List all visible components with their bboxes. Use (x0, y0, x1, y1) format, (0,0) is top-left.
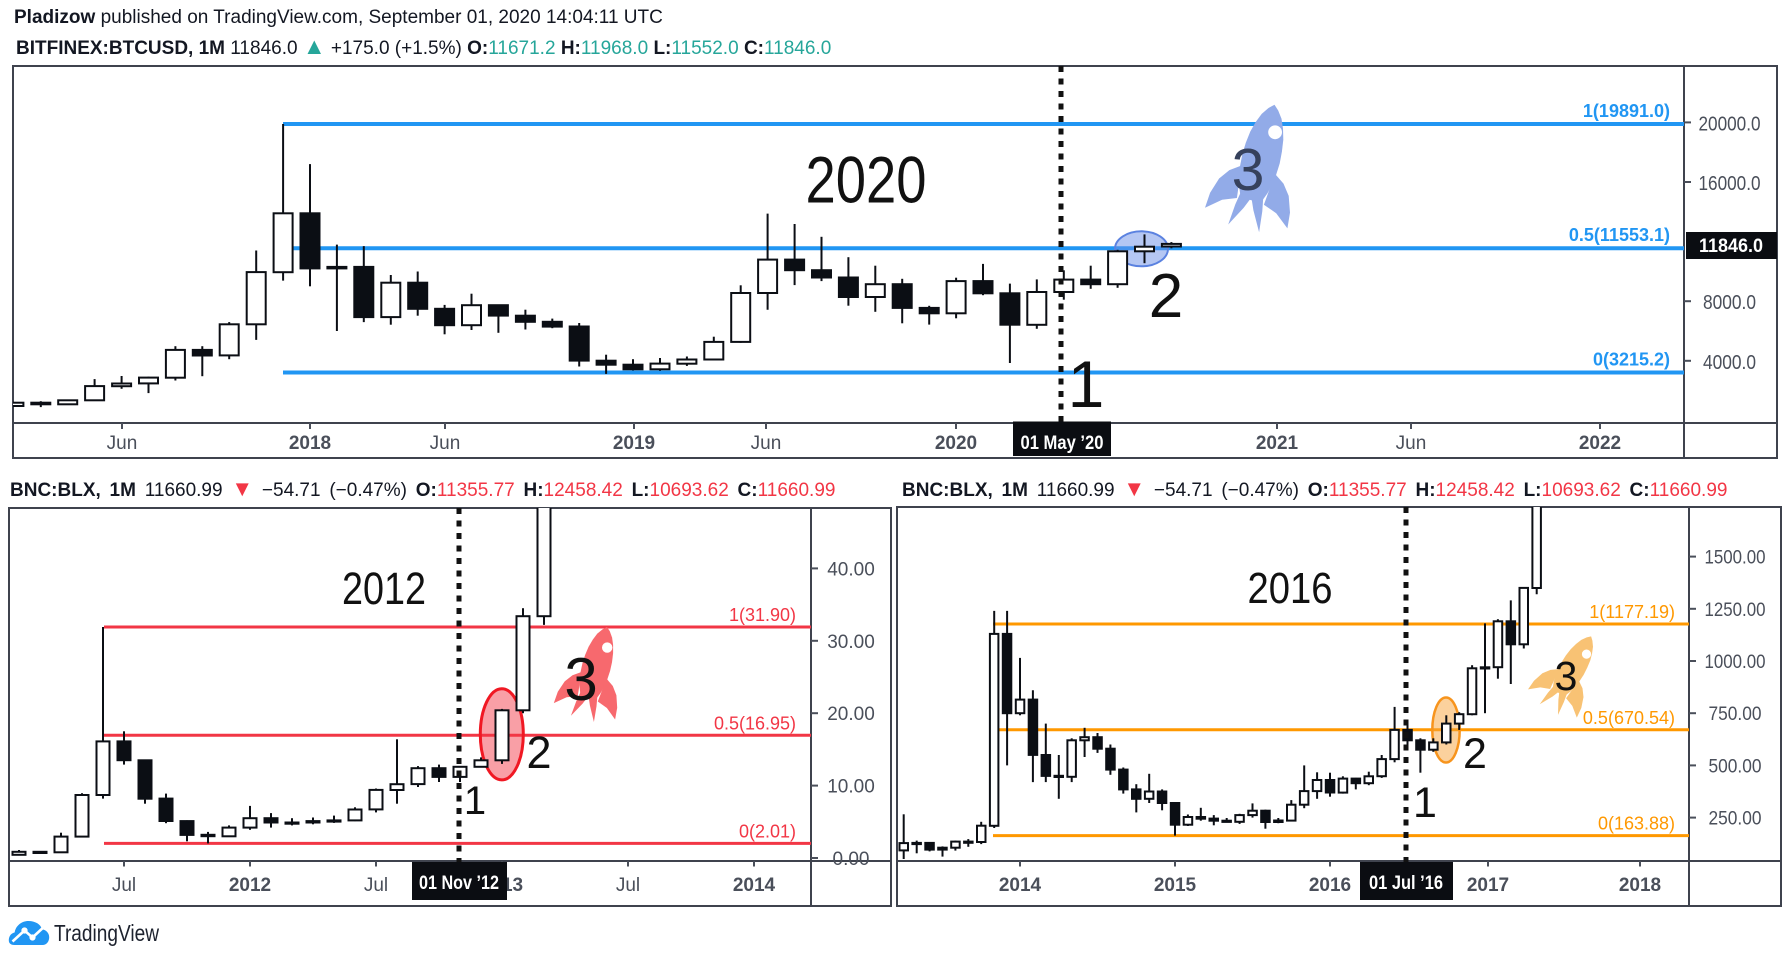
svg-text:40.00: 40.00 (827, 559, 875, 580)
svg-text:20.00: 20.00 (827, 704, 875, 725)
svg-text:3: 3 (1555, 653, 1578, 699)
svg-text:750.00: 750.00 (1709, 704, 1762, 725)
svg-text:1: 1 (1068, 347, 1105, 421)
svg-text:250.00: 250.00 (1709, 809, 1762, 830)
svg-text:2017: 2017 (1467, 875, 1509, 896)
svg-text:2012: 2012 (229, 875, 271, 896)
svg-text:4000.0: 4000.0 (1703, 352, 1756, 374)
svg-text:Jul: Jul (112, 875, 136, 896)
svg-text:2016: 2016 (1248, 564, 1333, 613)
svg-text:11846.0: 11846.0 (1699, 236, 1763, 257)
svg-text:2: 2 (1463, 730, 1487, 778)
svg-text:01 Nov ’12: 01 Nov ’12 (419, 873, 499, 894)
svg-text:0.00: 0.00 (833, 849, 870, 870)
svg-text:Jul: Jul (616, 875, 640, 896)
svg-text:2012: 2012 (342, 563, 426, 614)
svg-text:3: 3 (564, 646, 597, 713)
svg-text:2014: 2014 (733, 875, 776, 896)
svg-text:500.00: 500.00 (1709, 756, 1762, 777)
svg-text:16000.0: 16000.0 (1699, 173, 1761, 195)
svg-text:Jun: Jun (430, 433, 461, 454)
svg-text:TradingView: TradingView (54, 920, 159, 946)
svg-text:3: 3 (1232, 137, 1265, 203)
svg-text:0.5(11553.1): 0.5(11553.1) (1569, 225, 1670, 245)
svg-text:20000.0: 20000.0 (1699, 113, 1761, 135)
svg-text:2018: 2018 (289, 433, 331, 454)
svg-text:2020: 2020 (935, 433, 977, 454)
svg-text:1(19891.0): 1(19891.0) (1583, 101, 1670, 121)
svg-text:2016: 2016 (1309, 875, 1351, 896)
svg-text:Jun: Jun (107, 433, 138, 454)
svg-text:1: 1 (464, 779, 486, 823)
svg-text:2: 2 (1149, 262, 1183, 331)
svg-text:0.5(16.95): 0.5(16.95) (714, 713, 796, 733)
svg-text:1(1177.19): 1(1177.19) (1589, 602, 1675, 622)
svg-text:8000.0: 8000.0 (1703, 292, 1756, 314)
svg-text:10.00: 10.00 (827, 777, 875, 798)
svg-text:2: 2 (526, 727, 551, 778)
svg-text:2019: 2019 (613, 433, 655, 454)
svg-text:1: 1 (1413, 779, 1437, 827)
svg-text:1500.00: 1500.00 (1705, 548, 1766, 569)
svg-text:Jul: Jul (364, 875, 388, 896)
svg-text:2021: 2021 (1256, 433, 1299, 454)
svg-text:2020: 2020 (806, 143, 927, 217)
svg-text:01 May ’20: 01 May ’20 (1021, 433, 1104, 454)
svg-text:0(3215.2): 0(3215.2) (1593, 350, 1670, 370)
svg-text:2014: 2014 (999, 875, 1042, 896)
svg-text:1(31.90): 1(31.90) (729, 605, 796, 625)
svg-text:0.5(670.54): 0.5(670.54) (1583, 708, 1675, 728)
svg-text:0(2.01): 0(2.01) (739, 821, 796, 841)
svg-text:2018: 2018 (1619, 875, 1661, 896)
svg-text:30.00: 30.00 (827, 632, 875, 653)
svg-text:2015: 2015 (1154, 875, 1197, 896)
svg-text:01 Jul ’16: 01 Jul ’16 (1369, 873, 1443, 894)
svg-text:Jun: Jun (751, 433, 782, 454)
svg-text:0(163.88): 0(163.88) (1598, 814, 1675, 834)
svg-text:1250.00: 1250.00 (1705, 600, 1766, 621)
svg-text:1000.00: 1000.00 (1705, 652, 1766, 673)
svg-text:Jun: Jun (1396, 433, 1427, 454)
svg-text:2022: 2022 (1579, 433, 1621, 454)
